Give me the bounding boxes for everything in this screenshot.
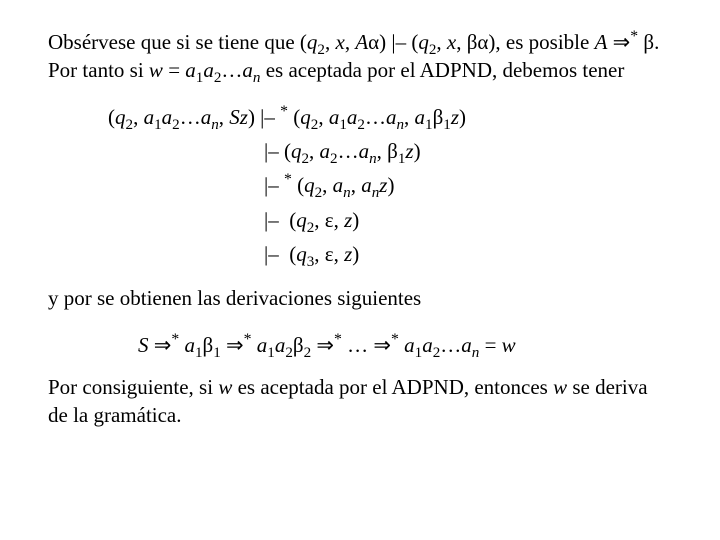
- derivation-block: (q2, a1a2…an, Sz) |– * (q2, a1a2…an, a1β…: [108, 103, 672, 269]
- closing-paragraph: Por consiguiente, si w es aceptada por e…: [48, 373, 672, 430]
- intro-paragraph: Obsérvese que si se tiene que (q2, x, Aα…: [48, 28, 672, 85]
- mid-paragraph: y por se obtienen las derivaciones sigui…: [48, 284, 672, 312]
- derivation-chain: S ⇒* a1β1 ⇒* a1a2β2 ⇒* … ⇒* a1a2…an = w: [138, 331, 672, 359]
- derivation-row: |– (q3, ε, z): [264, 240, 672, 268]
- derivation-row: |– (q2, ε, z): [264, 206, 672, 234]
- derivation-row: |– * (q2, an, anz): [264, 171, 672, 199]
- page: Obsérvese que si se tiene que (q2, x, Aα…: [0, 0, 720, 468]
- derivation-row: (q2, a1a2…an, Sz) |– * (q2, a1a2…an, a1β…: [108, 103, 672, 131]
- derivation-row: |– (q2, a2…an, β1z): [264, 137, 672, 165]
